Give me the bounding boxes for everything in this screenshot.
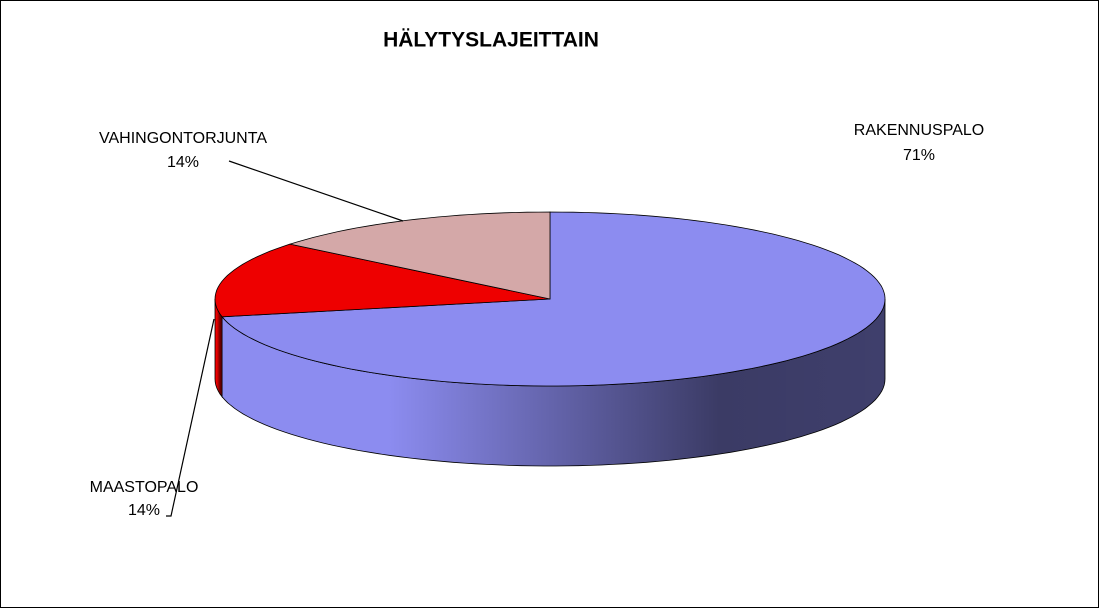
slice-top <box>221 211 886 387</box>
slice-value-label: 14% <box>167 154 199 171</box>
side-shade <box>215 299 223 397</box>
side-shade <box>222 299 886 466</box>
slice-top <box>289 211 551 300</box>
chart-title: HÄLYTYSLAJEITTAIN <box>383 29 599 52</box>
slice-label: VAHINGONTORJUNTA <box>99 130 267 147</box>
slice-value-label: 14% <box>128 502 160 519</box>
slice-value-label: 71% <box>903 147 935 164</box>
slice-top <box>214 243 551 318</box>
slice-label: RAKENNUSPALO <box>854 122 984 139</box>
slice-label: MAASTOPALO <box>90 479 199 496</box>
leader-line <box>166 318 215 517</box>
leader-line <box>228 160 404 222</box>
